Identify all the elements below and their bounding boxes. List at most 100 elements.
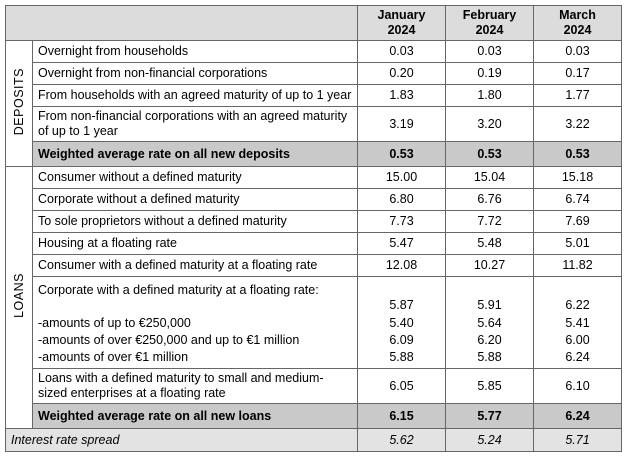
section-label: LOANS: [5, 166, 33, 429]
row-value: 7.69: [533, 210, 622, 233]
row-label: Interest rate spread: [5, 428, 358, 452]
table-row: Loans with a defined maturity to small a…: [6, 368, 622, 404]
row-value: 0.53: [357, 141, 446, 167]
column-year: 2024: [563, 23, 592, 37]
row-value: 6.20: [445, 332, 534, 349]
row-label: From households with an agreed maturity …: [32, 84, 358, 107]
row-label: Weighted average rate on all new deposit…: [32, 141, 358, 167]
section-label: DEPOSITS: [5, 40, 33, 167]
column-year: 2024: [387, 23, 416, 37]
row-label: Corporate with a defined maturity at a f…: [32, 276, 358, 315]
table-row: -amounts of over €1 million 5.88 5.88 6.24: [6, 349, 622, 369]
row-value: 3.22: [533, 106, 622, 142]
row-value: 5.88: [357, 349, 446, 369]
table-row: From non-financial corporations with an …: [6, 106, 622, 142]
row-value: 3.19: [357, 106, 446, 142]
row-value: 1.80: [445, 84, 534, 107]
row-value: 15.00: [357, 166, 446, 189]
row-value: 6.24: [533, 403, 622, 429]
column-month: February: [462, 8, 517, 22]
row-label: Weighted average rate on all new loans: [32, 403, 358, 429]
row-label: -amounts of over €1 million: [32, 349, 358, 369]
table-row: -amounts of up to €250,000 5.40 5.64 5.41: [6, 315, 622, 332]
table-row: LOANS Consumer without a defined maturity…: [5, 166, 622, 429]
row-value: 5.88: [445, 349, 534, 369]
row-value: 0.19: [445, 62, 534, 85]
row-value: 6.80: [357, 188, 446, 211]
header-row: January 2024 February 2024 March 2024: [5, 5, 622, 41]
header-blank: [5, 5, 358, 41]
column-year: 2024: [475, 23, 504, 37]
section-name: LOANS: [11, 273, 26, 318]
row-label: From non-financial corporations with an …: [32, 106, 358, 142]
row-value: 1.83: [357, 84, 446, 107]
row-value: 5.64: [445, 315, 534, 332]
table-row: Weighted average rate on all new loans 6.…: [6, 403, 622, 429]
row-value: 5.47: [357, 232, 446, 255]
row-value: 5.62: [357, 428, 446, 452]
row-label: Overnight from non-financial corporation…: [32, 62, 358, 85]
row-value: 12.08: [357, 254, 446, 277]
row-value: 6.22: [533, 276, 622, 315]
row-value: 5.87: [357, 276, 446, 315]
table-row: Corporate with a defined maturity at a f…: [6, 276, 622, 315]
row-value: 5.91: [445, 276, 534, 315]
row-value: 1.77: [533, 84, 622, 107]
row-label: Overnight from households: [32, 40, 358, 63]
column-month: March: [559, 8, 596, 22]
column-header: February 2024: [445, 5, 534, 41]
row-value: 6.15: [357, 403, 446, 429]
row-value: 5.48: [445, 232, 534, 255]
section-name: DEPOSITS: [11, 67, 26, 136]
row-label: -amounts of up to €250,000: [32, 315, 358, 332]
table-row: -amounts of over €250,000 and up to €1 m…: [6, 332, 622, 349]
row-value: 6.76: [445, 188, 534, 211]
row-label: To sole proprietors without a defined ma…: [32, 210, 358, 233]
row-label: Housing at a floating rate: [32, 232, 358, 255]
table-row: Overnight from non-financial corporation…: [6, 62, 622, 85]
row-value: 6.05: [357, 368, 446, 404]
row-value: 3.20: [445, 106, 534, 142]
row-value: 5.77: [445, 403, 534, 429]
table-row: Consumer with a defined maturity at a fl…: [6, 254, 622, 277]
row-value: 5.41: [533, 315, 622, 332]
row-value: 7.72: [445, 210, 534, 233]
row-value: 15.04: [445, 166, 534, 189]
row-value: 5.71: [533, 428, 622, 452]
row-label: Consumer with a defined maturity at a fl…: [32, 254, 358, 277]
row-value: 0.53: [533, 141, 622, 167]
row-value: 15.18: [533, 166, 622, 189]
table-row: Interest rate spread 5.62 5.24 5.71: [5, 428, 622, 452]
row-label: Corporate without a defined maturity: [32, 188, 358, 211]
row-value: 6.74: [533, 188, 622, 211]
row-value: 5.40: [357, 315, 446, 332]
row-value: 5.24: [445, 428, 534, 452]
row-value: 6.09: [357, 332, 446, 349]
row-value: 6.24: [533, 349, 622, 369]
row-value: 10.27: [445, 254, 534, 277]
row-value: 6.10: [533, 368, 622, 404]
row-label: -amounts of over €250,000 and up to €1 m…: [32, 332, 358, 349]
table-row: From households with an agreed maturity …: [6, 84, 622, 107]
row-value: 0.03: [357, 40, 446, 63]
row-label: Loans with a defined maturity to small a…: [32, 368, 358, 404]
column-header: January 2024: [357, 5, 446, 41]
row-value: 0.03: [533, 40, 622, 63]
row-value: 7.73: [357, 210, 446, 233]
table-row: To sole proprietors without a defined ma…: [6, 210, 622, 233]
row-value: 11.82: [533, 254, 622, 277]
row-value: 5.85: [445, 368, 534, 404]
rates-table: January 2024 February 2024 March 2024 DEPOSIT…: [5, 5, 622, 452]
row-value: 0.17: [533, 62, 622, 85]
row-label: Consumer without a defined maturity: [32, 166, 358, 189]
row-value: 0.53: [445, 141, 534, 167]
table-row: Weighted average rate on all new deposit…: [6, 141, 622, 167]
row-value: 0.20: [357, 62, 446, 85]
table-row: Housing at a floating rate 5.47 5.48 5.01: [6, 232, 622, 255]
column-header: March 2024: [533, 5, 622, 41]
table-row: DEPOSITS Overnight from households 0.03 0.0…: [5, 40, 622, 167]
row-value: 6.00: [533, 332, 622, 349]
column-month: January: [377, 8, 426, 22]
table-row: Corporate without a defined maturity 6.80…: [6, 188, 622, 211]
